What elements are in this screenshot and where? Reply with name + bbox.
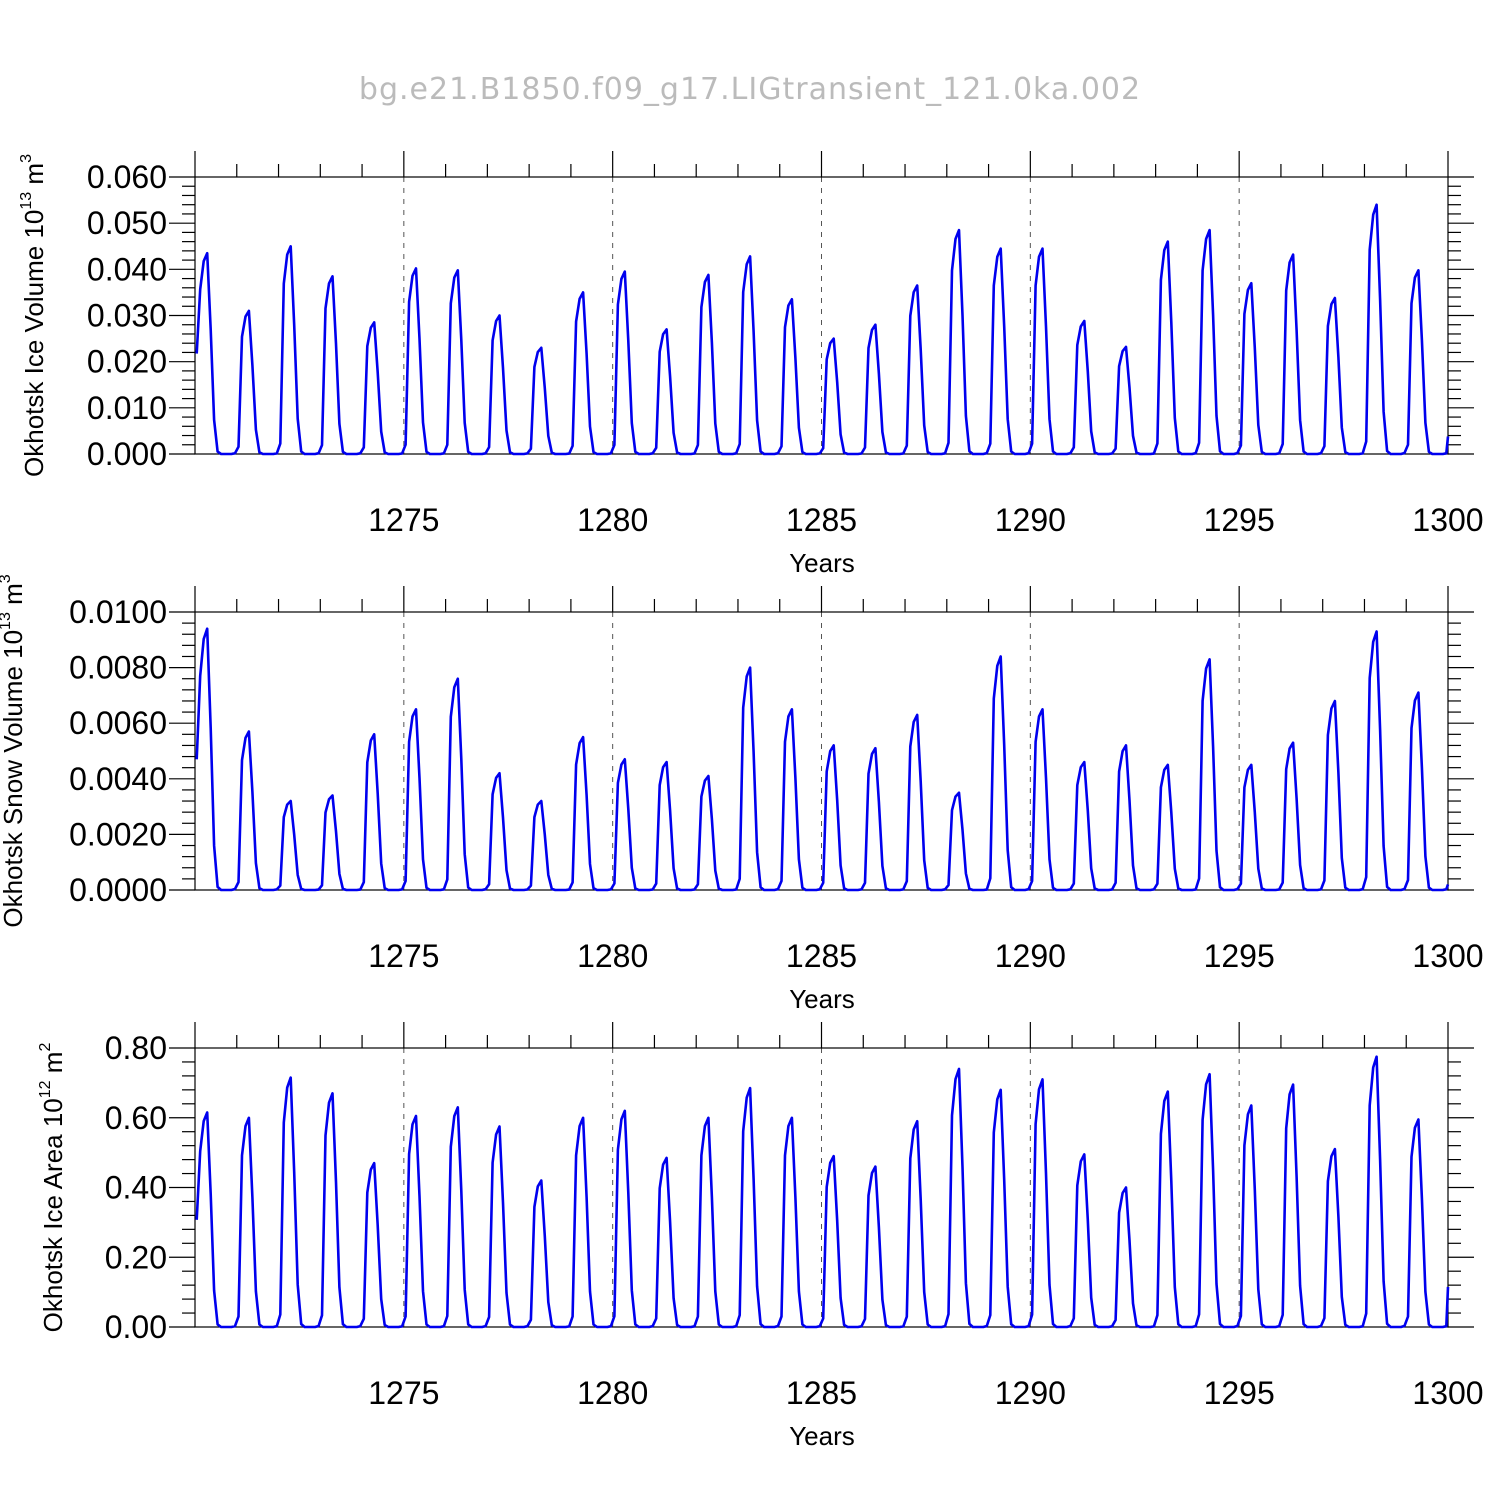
y-tick-label: 0.0040 <box>69 761 167 797</box>
x-tick-label: 1290 <box>995 1375 1066 1411</box>
x-tick-label: 1280 <box>577 502 648 538</box>
x-tick-label: 1300 <box>1412 938 1483 974</box>
panel-1: 0.000 0.010 0.020 0.030 0.040 0.050 0.060 1275 1… <box>18 151 1484 578</box>
figure-title: bg.e21.B1850.f09_g17.LIGtransient_121.0k… <box>359 72 1141 107</box>
x-tick-label: 1300 <box>1412 502 1483 538</box>
x-tick-label: 1275 <box>368 1375 439 1411</box>
y-tick-label: 0.0020 <box>69 816 167 852</box>
y-tick-label: 0.030 <box>87 298 167 334</box>
y-tick-label: 0.80 <box>105 1030 167 1066</box>
panels: 0.000 0.010 0.020 0.030 0.040 0.050 0.060 1275 1… <box>0 151 1484 1451</box>
y-tick-label: 0.00 <box>105 1309 167 1345</box>
x-tick-label: 1290 <box>995 938 1066 974</box>
plot-frame <box>194 1047 1449 1328</box>
x-tick-label: 1275 <box>368 938 439 974</box>
panel-3: 0.00 0.20 0.40 0.60 0.80 1275 1280 1285 1290 1295… <box>37 1022 1484 1451</box>
y-tick-label: 0.20 <box>105 1239 167 1275</box>
y-tick-label: 0.60 <box>105 1100 167 1136</box>
y-tick-label: 0.020 <box>87 344 167 380</box>
x-tick-label: 1295 <box>1204 502 1275 538</box>
x-tick-label: 1295 <box>1204 1375 1275 1411</box>
y-tick-label: 0.40 <box>105 1170 167 1206</box>
y-tick-label: 0.0100 <box>69 594 167 630</box>
x-tick-label: 1275 <box>368 502 439 538</box>
y-axis-title: Okhotsk Ice Volume 1013 m3 <box>18 154 49 477</box>
y-axis-title: Okhotsk Ice Area 1012 m2 <box>37 1043 68 1333</box>
series-line <box>195 627 1450 892</box>
y-tick-label: 0.0080 <box>69 650 167 686</box>
panel-2: 0.0000 0.0020 0.0040 0.0060 0.0080 0.0100 1275… <box>0 574 1484 1014</box>
y-axis-title: Okhotsk Snow Volume 1013 m3 <box>0 574 28 927</box>
x-axis-title: Years <box>789 984 855 1014</box>
series-line <box>195 1055 1450 1329</box>
x-axis-title: Years <box>789 1421 855 1451</box>
x-axis-title: Years <box>789 548 855 578</box>
x-tick-label: 1285 <box>786 502 857 538</box>
y-tick-label: 0.000 <box>87 436 167 472</box>
y-tick-label: 0.060 <box>87 159 167 195</box>
y-tick-label: 0.040 <box>87 251 167 287</box>
y-tick-label: 0.010 <box>87 390 167 426</box>
x-tick-label: 1285 <box>786 938 857 974</box>
x-tick-label: 1280 <box>577 938 648 974</box>
x-tick-label: 1280 <box>577 1375 648 1411</box>
x-tick-label: 1300 <box>1412 1375 1483 1411</box>
x-tick-label: 1295 <box>1204 938 1275 974</box>
plot-frame <box>194 611 1449 891</box>
y-tick-label: 0.0060 <box>69 705 167 741</box>
x-tick-label: 1285 <box>786 1375 857 1411</box>
y-tick-label: 0.0000 <box>69 872 167 908</box>
y-tick-label: 0.050 <box>87 205 167 241</box>
series-line <box>195 203 1450 456</box>
x-tick-label: 1290 <box>995 502 1066 538</box>
